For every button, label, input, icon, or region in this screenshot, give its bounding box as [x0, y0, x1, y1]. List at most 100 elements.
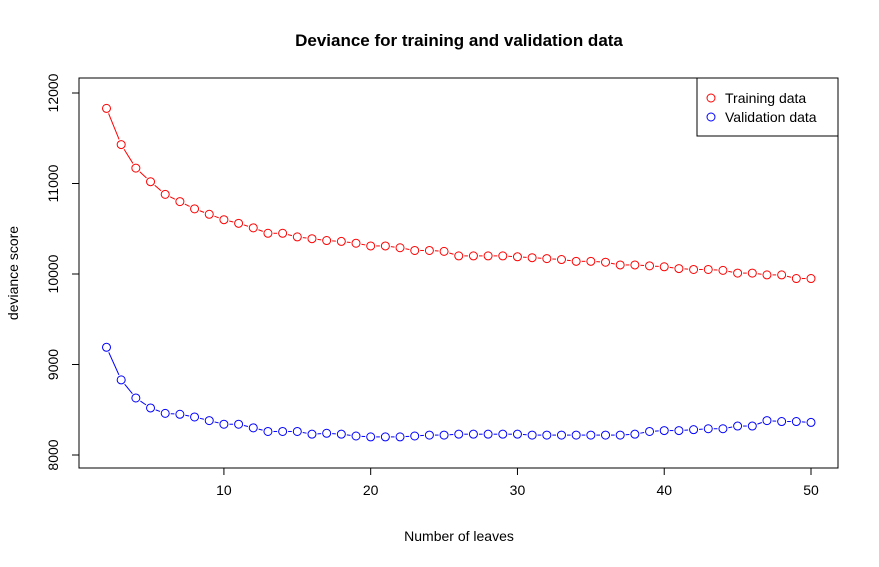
data-point [468, 429, 478, 439]
x-tick-label: 40 [656, 482, 672, 498]
series-segment [185, 414, 190, 417]
data-point [718, 424, 728, 434]
data-point [747, 268, 757, 278]
data-point [336, 236, 346, 246]
data-point [351, 238, 361, 248]
series-segment [405, 248, 410, 250]
series-segment [610, 262, 615, 265]
data-point [116, 375, 126, 385]
y-axis: 8000 9000 10000 11000 12000 [45, 73, 79, 471]
data-point [131, 393, 141, 403]
data-point [454, 251, 464, 261]
y-tick-label: 12000 [45, 73, 61, 112]
data-point [175, 409, 185, 419]
data-point [483, 251, 493, 261]
series-segment [287, 234, 293, 237]
data-point [395, 243, 405, 253]
data-point [571, 256, 581, 266]
data-point [131, 163, 141, 173]
data-point [645, 261, 655, 271]
data-point [336, 429, 346, 439]
data-point [703, 264, 713, 274]
x-tick-label: 50 [803, 482, 819, 498]
data-point [292, 232, 302, 242]
series-segment [108, 352, 120, 376]
data-point [674, 264, 684, 274]
data-point [190, 204, 200, 214]
x-tick-label: 20 [363, 482, 379, 498]
series-segment [184, 203, 190, 207]
data-point [615, 260, 625, 270]
series-segment [449, 252, 454, 255]
data-point [733, 421, 743, 431]
data-point [601, 430, 611, 440]
data-point [747, 421, 757, 431]
data-point [292, 426, 302, 436]
data-point [410, 431, 420, 441]
series-segment [243, 224, 249, 227]
x-tick-label: 10 [216, 482, 232, 498]
series-segment [108, 113, 120, 140]
data-point [160, 408, 170, 418]
data-point [556, 430, 566, 440]
series-segment [728, 426, 733, 429]
data-point [351, 431, 361, 441]
data-point [659, 426, 669, 436]
data-point [190, 412, 200, 422]
series-segment [214, 215, 219, 219]
plot-frame [78, 77, 839, 469]
series-segment [139, 171, 147, 179]
series-segment [302, 431, 307, 434]
data-point [424, 245, 434, 255]
legend-box [696, 77, 839, 137]
data-point [102, 103, 111, 113]
data-point [703, 424, 713, 434]
y-axis-label: deviance score [5, 226, 21, 320]
data-point [263, 426, 273, 436]
data-point [439, 246, 449, 256]
data-point [307, 234, 317, 244]
series-segment [243, 425, 249, 428]
data-point [380, 432, 390, 442]
data-point [116, 140, 126, 150]
data-point [571, 430, 581, 440]
series-segment [199, 210, 205, 213]
y-tick-label: 9000 [45, 349, 61, 380]
data-point [307, 429, 317, 439]
data-point [659, 262, 669, 272]
data-point [410, 245, 420, 255]
data-point [278, 426, 288, 436]
data-point [219, 215, 229, 225]
data-point [278, 228, 288, 238]
data-point [512, 429, 522, 439]
data-point [689, 425, 699, 435]
data-point [527, 430, 537, 440]
data-point [146, 403, 156, 413]
data-point [791, 274, 801, 284]
legend-label-validation: Validation data [725, 109, 817, 125]
data-point [556, 255, 566, 265]
legend: Training data Validation data [696, 77, 839, 137]
series-segment [361, 243, 366, 246]
data-point [263, 228, 273, 238]
data-point [424, 430, 434, 440]
data-point [542, 254, 552, 264]
y-tick-label: 10000 [45, 254, 61, 293]
data-point [322, 236, 332, 246]
data-point [762, 416, 772, 426]
data-point [219, 419, 229, 429]
data-point [204, 416, 214, 426]
data-point [733, 268, 743, 278]
data-point [777, 270, 787, 280]
data-point [380, 241, 390, 251]
data-point [366, 432, 376, 442]
data-point [395, 432, 405, 442]
data-point [586, 256, 596, 266]
series-segment [229, 220, 234, 223]
data-point [527, 253, 537, 263]
data-point [204, 209, 214, 219]
data-point [248, 423, 258, 433]
data-point [248, 223, 258, 233]
legend-marker-validation [706, 112, 716, 122]
series-segment [155, 409, 161, 412]
